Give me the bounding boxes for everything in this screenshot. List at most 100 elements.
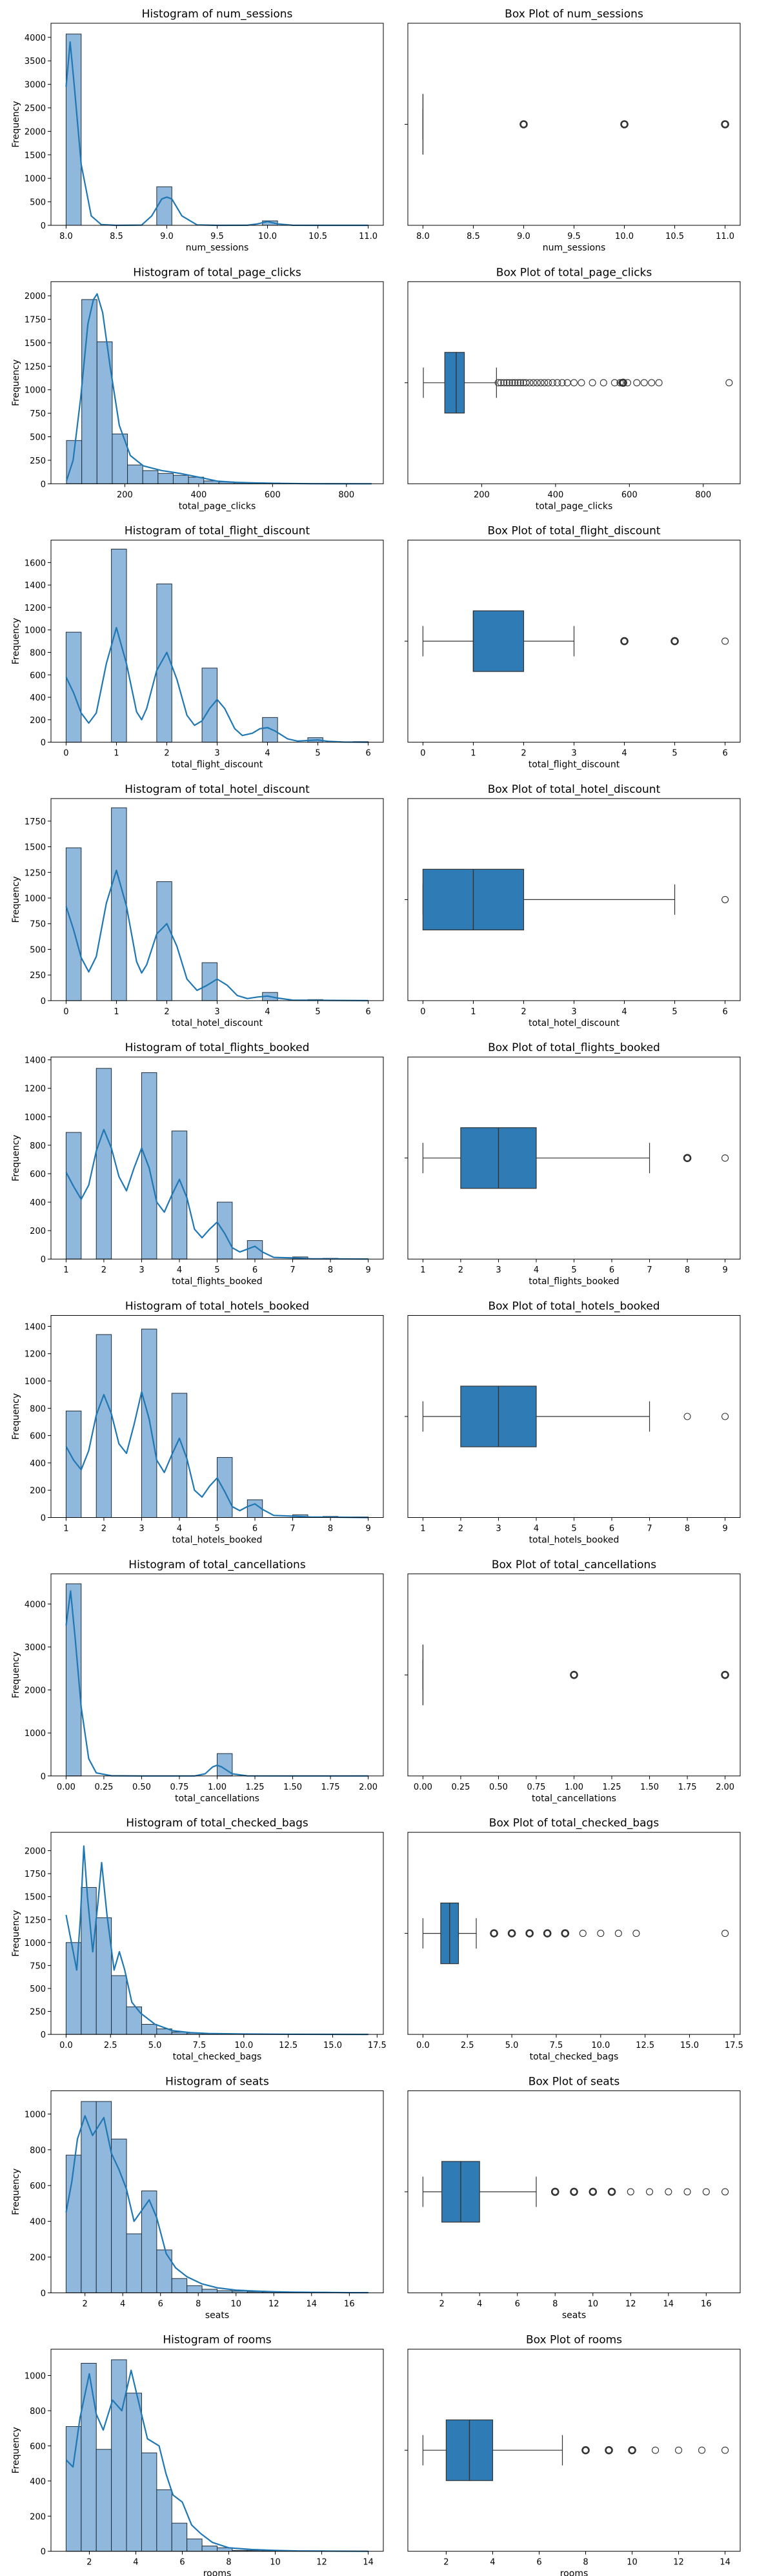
histogram-bar <box>186 2285 203 2293</box>
x-tick-label: 0.25 <box>451 1783 470 1792</box>
x-tick-label: 10 <box>627 2558 638 2568</box>
x-tick-label: 0 <box>63 1007 68 1017</box>
x-tick-label: 5 <box>214 1524 219 1534</box>
x-tick-label: 4 <box>265 1007 270 1017</box>
kde-line <box>65 1129 368 1260</box>
outlier-point <box>632 1930 640 1937</box>
histogram-bar <box>171 1393 188 1518</box>
histogram-2: Histogram of total_page_clicks 0 250 500 750… <box>11 266 384 511</box>
x-tick-label: 1.50 <box>283 1783 302 1792</box>
y-tick-label: 1000 <box>25 1377 46 1387</box>
x-tick-label: 5 <box>672 1007 677 1017</box>
outlier-point <box>579 1930 587 1937</box>
chart-title: Histogram of total_hotels_booked <box>125 1300 309 1313</box>
outlier-point <box>648 379 656 387</box>
x-tick-label: 4 <box>265 749 270 759</box>
y-tick-label: 1750 <box>25 817 46 827</box>
outlier-point <box>620 120 629 128</box>
y-tick-label: 200 <box>30 716 46 726</box>
histogram-bar <box>96 1334 112 1518</box>
x-tick-label: 2 <box>439 2299 445 2309</box>
x-tick-label: 8 <box>328 1265 333 1275</box>
y-tick-label: 1500 <box>25 843 46 853</box>
kde-line <box>65 1391 368 1518</box>
x-tick-label: 2 <box>164 749 169 759</box>
y-tick-label: 400 <box>30 2218 46 2227</box>
outlier-point <box>683 2188 691 2196</box>
histogram-bar <box>201 2289 218 2293</box>
plot-frame <box>50 1832 384 2035</box>
histogram-bar <box>141 1072 157 1260</box>
boxplot-10: Box Plot of rooms 2 4 6 8 10 12 14 rooms <box>405 2334 741 2576</box>
x-tick-label: 4 <box>133 2558 138 2568</box>
histogram-bar <box>171 2522 188 2552</box>
x-tick-label: 4 <box>621 1007 627 1017</box>
outlier-point <box>516 379 525 387</box>
x-tick-label: 6 <box>722 749 727 759</box>
histogram-bar <box>127 464 143 484</box>
x-tick-label: 1.50 <box>640 1783 659 1792</box>
histogram-bar <box>96 2101 112 2293</box>
y-tick-label: 2000 <box>25 127 46 137</box>
histogram-5: Histogram of total_flights_booked 0 200 400… <box>11 1041 384 1287</box>
x-tick-label: 8 <box>685 1265 690 1275</box>
y-tick-label: 4000 <box>25 34 46 43</box>
outlier-point <box>519 120 528 128</box>
boxplot-3: Box Plot of total_flight_discount 0 1 2 3 4 5 6… <box>405 525 741 770</box>
y-axis-label: Frequency <box>11 2169 21 2215</box>
y-tick-label: 400 <box>30 1459 46 1469</box>
outlier-point <box>721 1930 729 1937</box>
x-tick-label: 5 <box>315 1007 320 1017</box>
y-axis-label: Frequency <box>11 876 21 923</box>
histogram-7: Histogram of total_cancellations 0 1000 200… <box>11 1559 384 1804</box>
y-tick-label: 0 <box>41 480 46 489</box>
x-tick-label: 8.0 <box>59 232 73 241</box>
x-tick-label: 2 <box>101 1524 106 1534</box>
x-tick-label: 3 <box>571 749 576 759</box>
y-tick-label: 1000 <box>25 2110 46 2120</box>
x-axis-label: total_checked_bags <box>173 2052 262 2062</box>
outlier-point <box>578 379 585 387</box>
outlier-point <box>633 379 641 387</box>
x-tick-label: 7 <box>290 1265 295 1275</box>
x-tick-label: 0.75 <box>527 1783 546 1792</box>
outlier-point <box>607 2187 616 2196</box>
x-tick-label: 9.5 <box>567 232 581 241</box>
x-axis-label: total_flights_booked <box>172 1276 262 1287</box>
x-tick-label: 5 <box>571 1524 576 1534</box>
histogram-bar <box>201 2546 218 2552</box>
x-tick-label: 4 <box>177 1524 182 1534</box>
y-axis-label: Frequency <box>11 1135 21 1181</box>
y-tick-label: 500 <box>30 1985 46 1994</box>
x-axis-label: total_flight_discount <box>529 760 620 770</box>
y-tick-label: 3500 <box>25 57 46 66</box>
histogram-bar <box>171 1130 188 1260</box>
x-tick-label: 12 <box>268 2299 279 2309</box>
x-tick-label: 14 <box>720 2558 731 2568</box>
x-tick-label: 12 <box>625 2299 636 2309</box>
x-tick-label: 5.0 <box>148 2041 162 2050</box>
x-tick-label: 9 <box>365 1524 370 1534</box>
chart-title: Histogram of seats <box>165 2075 269 2088</box>
y-tick-label: 1200 <box>25 604 46 613</box>
boxplot-2: Box Plot of total_page_clicks 200 400 600 80… <box>405 266 741 511</box>
outlier-point <box>620 637 629 646</box>
y-tick-label: 0 <box>41 2030 46 2040</box>
x-tick-label: 6 <box>252 1524 257 1534</box>
outlier-point <box>721 637 729 645</box>
y-tick-label: 1200 <box>25 1085 46 1094</box>
plot-frame <box>407 1832 741 2035</box>
outlier-point <box>550 2187 559 2196</box>
x-tick-label: 8.5 <box>467 232 480 241</box>
histogram-bar <box>141 2452 157 2552</box>
x-tick-label: 200 <box>474 490 490 500</box>
chart-title: Histogram of total_page_clicks <box>133 266 301 279</box>
outlier-point <box>522 379 530 387</box>
plot-frame <box>50 1573 384 1777</box>
outlier-point <box>525 1929 534 1937</box>
x-tick-label: 10.0 <box>615 232 634 241</box>
histogram-6: Histogram of total_hotels_booked 0 200 400 6… <box>11 1300 384 1546</box>
y-tick-label: 600 <box>30 1170 46 1180</box>
y-tick-label: 0 <box>41 997 46 1007</box>
